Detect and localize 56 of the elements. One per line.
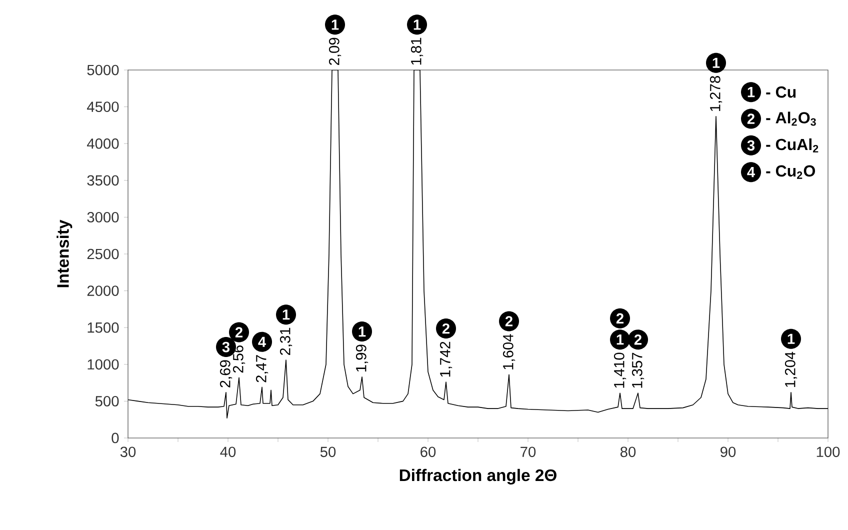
y-tick-label: 1500: [88, 322, 119, 333]
annotation: 2: [747, 114, 754, 124]
annotation: 1,410: [614, 352, 626, 388]
annotation: 1: [748, 87, 755, 98]
annotation: 2: [634, 334, 642, 345]
annotation: 3: [222, 342, 230, 352]
x-tick-label: 30: [120, 446, 136, 458]
y-tick-label: 3500: [87, 175, 119, 186]
y-tick-label: 3000: [87, 212, 119, 222]
annotation: 1: [616, 334, 624, 345]
text: 1: [712, 58, 720, 68]
text: 1: [414, 20, 421, 30]
annotation: 1,99: [356, 344, 368, 372]
annotation: 2,47: [256, 355, 268, 382]
annotation: 2: [442, 323, 450, 334]
annotation: 1,81: [410, 38, 424, 65]
annotation: - CuAl$_{2}$: [766, 138, 818, 152]
annotation: - Cu$_{2}$O: [766, 165, 816, 179]
annotation: 1,357: [632, 352, 644, 388]
annotation: 1,278: [710, 76, 722, 111]
annotation: 1,742: [440, 342, 452, 377]
line-series: [128, 70, 828, 419]
y-tick-label: 500: [95, 396, 119, 406]
annotation: 2: [616, 313, 624, 324]
x-axis-title: Diffraction angle 2Θ: [400, 468, 556, 485]
y-tick-label: 4000: [87, 138, 119, 149]
annotation: 4: [258, 336, 266, 347]
y-tick-label: 2000: [87, 286, 119, 296]
y-tick-label: 4500: [87, 102, 119, 112]
x-tick-label: 40: [220, 446, 236, 458]
annotation: 3: [747, 140, 755, 151]
annotation: - Al$_{2}$O$_{3}$: [766, 112, 816, 126]
annotation: 1: [282, 310, 290, 320]
annotation: 2,69: [220, 360, 232, 388]
annotation: - Cu: [766, 86, 796, 98]
annotation: 4: [747, 167, 755, 178]
annotation: 2: [505, 316, 512, 326]
annotation: 1: [788, 334, 795, 344]
x-tick-label: 50: [320, 446, 336, 458]
text: 1: [332, 20, 339, 30]
y-tick-label: 5000: [87, 64, 119, 76]
annotation: 2,09: [328, 38, 342, 65]
annotation: 2,31: [280, 328, 292, 355]
y-tick-label: 1000: [88, 359, 119, 370]
x-tick-label: 60: [420, 446, 436, 458]
annotation: 2: [235, 327, 242, 338]
annotation: 1,604: [502, 334, 516, 370]
x-tick-label: 80: [620, 446, 636, 458]
y-tick-label: 0: [112, 432, 119, 444]
annotation: 1,204: [784, 352, 798, 387]
y-axis-title: Intensity: [56, 220, 72, 288]
y-tick-label: 2500: [87, 248, 119, 260]
x-tick-label: 100: [816, 446, 840, 458]
annotation: 1: [358, 326, 366, 337]
x-tick-label: 70: [520, 446, 536, 458]
x-tick-label: 90: [720, 446, 736, 458]
